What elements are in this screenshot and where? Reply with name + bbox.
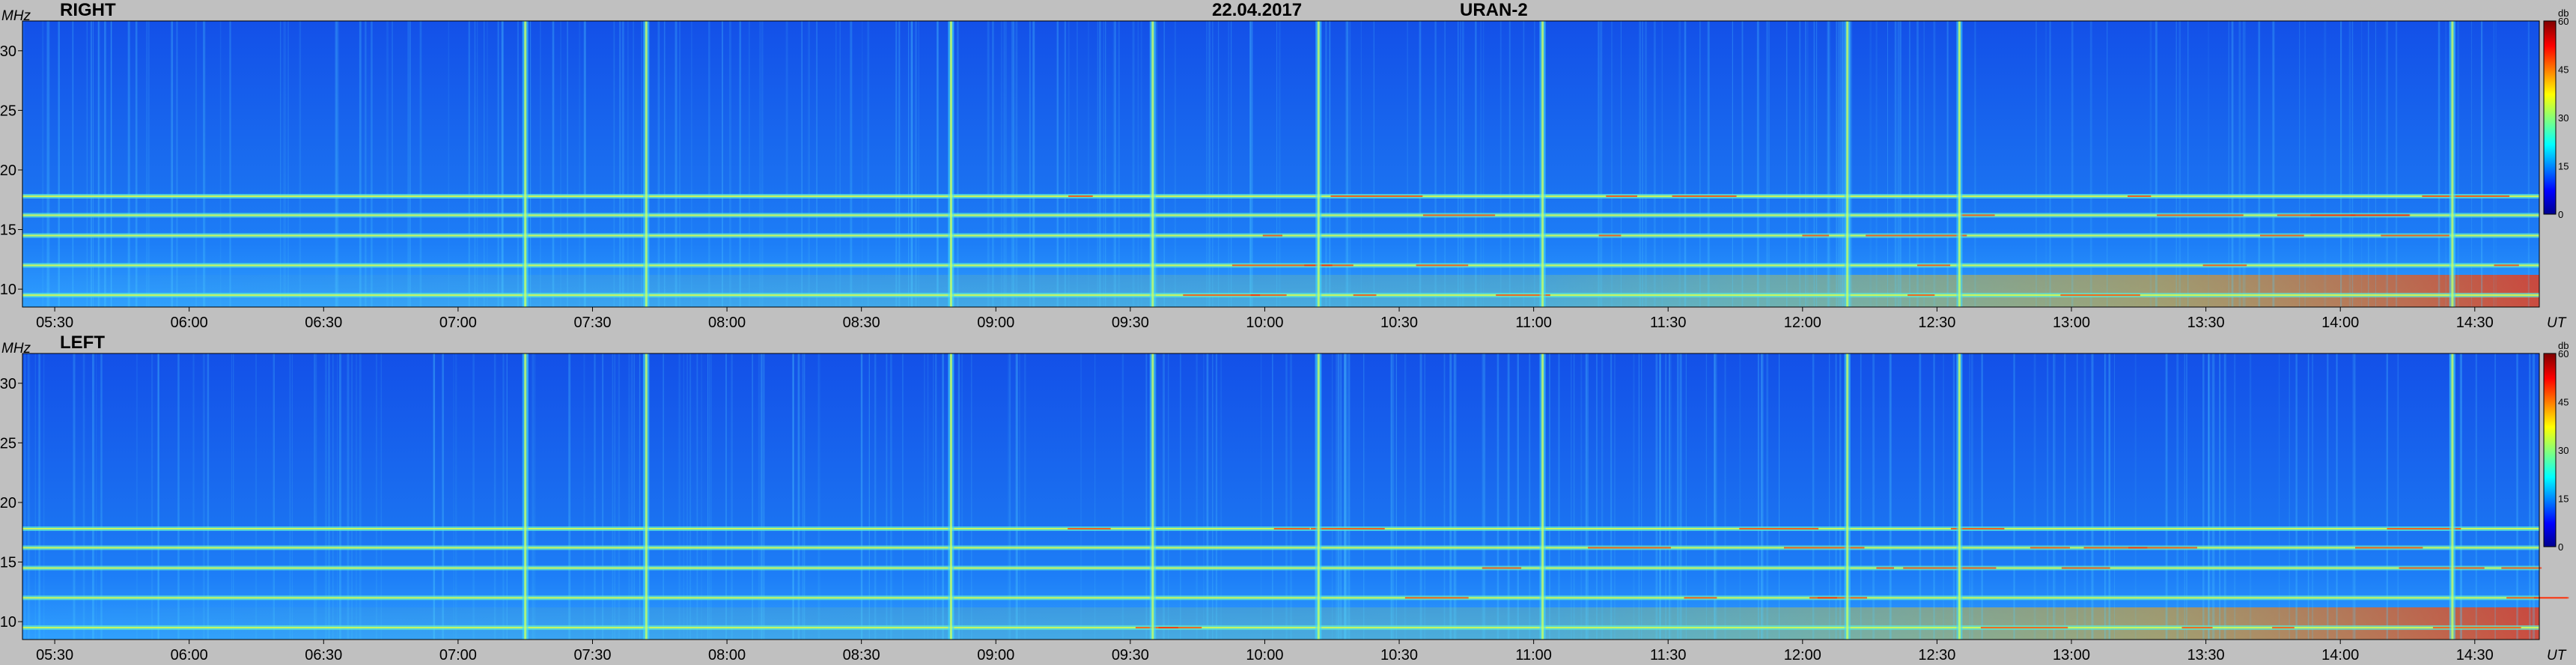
- x-tick-label: 14:00: [2321, 315, 2359, 331]
- x-tick-label: 12:30: [1918, 647, 1955, 664]
- y-tick-label: 25: [0, 435, 16, 452]
- y-tick-label: 10: [0, 614, 16, 631]
- x-tick-label: 09:00: [977, 315, 1014, 331]
- heatmap-lowfreq-warm: [22, 275, 2539, 307]
- y-tick-label: 15: [0, 555, 16, 571]
- x-tick-label: 09:30: [1112, 315, 1149, 331]
- colorbar-tick-label: 0: [2558, 209, 2563, 220]
- x-tick-label: 11:00: [1515, 647, 1552, 664]
- colorbar-tick-label: 60: [2558, 348, 2569, 359]
- heatmap-texture: [23, 21, 2530, 307]
- x-tick-label: 06:00: [171, 315, 208, 331]
- x-tick-label: 12:30: [1918, 315, 1955, 331]
- y-tick-label: 20: [0, 495, 16, 511]
- x-tick-label: 13:00: [2053, 647, 2090, 664]
- x-tick-label: 10:00: [1246, 647, 1283, 664]
- x-tick-label: 11:30: [1650, 315, 1687, 331]
- x-tick-label: 08:30: [843, 315, 880, 331]
- x-tick-label: 11:30: [1650, 647, 1687, 664]
- plot-frame: [22, 20, 2540, 308]
- y-axis-label: MHz: [1, 341, 31, 356]
- colorbar-tick-label: 30: [2558, 445, 2569, 456]
- panel-title-left: LEFT: [60, 332, 105, 353]
- x-axis: 05:30 06:00 06:30 07:00 07:30 08:00 08:30 09:00…: [36, 640, 2494, 664]
- x-tick-label: 06:00: [171, 647, 208, 664]
- y-axis: 10 15 20 25 30: [0, 43, 22, 298]
- x-tick-label: 07:00: [439, 647, 477, 664]
- x-tick-label: 10:00: [1246, 315, 1283, 331]
- heatmap-background: [22, 353, 2539, 640]
- x-tick-label: 07:30: [573, 647, 611, 664]
- heatmap-lowfreq-warm: [22, 607, 2539, 640]
- colorbar-tick-label: 0: [2558, 541, 2563, 553]
- x-tick-label: 14:30: [2456, 315, 2494, 331]
- x-tick-label: 12:00: [1784, 647, 1821, 664]
- x-tick-label: 09:30: [1112, 647, 1149, 664]
- instrument-label: URAN-2: [1460, 0, 1528, 20]
- bursts: [522, 353, 2455, 640]
- x-tick-label: 05:30: [36, 315, 73, 331]
- y-tick-label: 30: [0, 43, 16, 60]
- x-tick-label: 06:30: [305, 315, 342, 331]
- x-tick-label: 12:00: [1784, 315, 1821, 331]
- x-tick-label: 08:00: [708, 647, 746, 664]
- x-tick-label: 07:00: [439, 315, 477, 331]
- x-axis-label: UT: [2547, 315, 2567, 331]
- colorbar-tick-label: 60: [2558, 16, 2569, 27]
- y-tick-label: 30: [0, 376, 16, 392]
- x-tick-label: 13:00: [2053, 315, 2090, 331]
- steady-bands: [22, 194, 2539, 298]
- panel-title-right: RIGHT: [60, 0, 116, 20]
- colorbar-tick-label: 30: [2558, 112, 2569, 124]
- y-tick-label: 20: [0, 163, 16, 179]
- y-tick-label: 15: [0, 222, 16, 239]
- date-label: 22.04.2017: [1212, 0, 1303, 20]
- x-tick-label: 10:30: [1380, 647, 1418, 664]
- colorbar-tick-label: 15: [2558, 494, 2569, 505]
- x-tick-label: 14:30: [2456, 647, 2494, 664]
- x-tick-label: 13:30: [2187, 315, 2225, 331]
- bursts: [522, 21, 2455, 307]
- x-tick-label: 14:00: [2321, 647, 2359, 664]
- colorbar-label: db: [2558, 7, 2569, 19]
- y-tick-label: 10: [0, 282, 16, 298]
- heatmap-background: [22, 21, 2539, 307]
- x-tick-label: 06:30: [305, 647, 342, 664]
- y-axis: 10 15 20 25 30: [0, 376, 22, 631]
- heatmap-texture: [24, 353, 2536, 640]
- plot-frame: [22, 353, 2540, 640]
- x-tick-label: 11:00: [1515, 315, 1552, 331]
- x-axis: 05:30 06:00 06:30 07:00 07:30 08:00 08:30 09:00…: [36, 307, 2494, 331]
- colorbar-tick-label: 45: [2558, 64, 2569, 76]
- colorbar-tick-label: 45: [2558, 397, 2569, 408]
- y-axis-label: MHz: [1, 8, 31, 24]
- steady-bands: [22, 526, 2569, 631]
- colorbar-tick-label: 15: [2558, 161, 2569, 172]
- spectrogram-left: 10 15 20 25 30 MHz 05:30 06:00 06:30 07:00 07:30 08…: [0, 340, 2569, 664]
- x-tick-label: 08:30: [843, 647, 880, 664]
- colorbar-label: db: [2558, 340, 2569, 351]
- x-tick-label: 05:30: [36, 647, 73, 664]
- x-tick-label: 09:00: [977, 647, 1014, 664]
- x-tick-label: 10:30: [1380, 315, 1418, 331]
- y-tick-label: 25: [0, 103, 16, 119]
- x-tick-label: 08:00: [708, 315, 746, 331]
- x-tick-label: 13:30: [2187, 647, 2225, 664]
- spectrogram-right: 10 15 20 25 30 MHz 05:30 06:00 06:30 07:00 07:30 08…: [0, 7, 2569, 331]
- x-tick-label: 07:30: [573, 315, 611, 331]
- x-axis-label: UT: [2547, 648, 2567, 664]
